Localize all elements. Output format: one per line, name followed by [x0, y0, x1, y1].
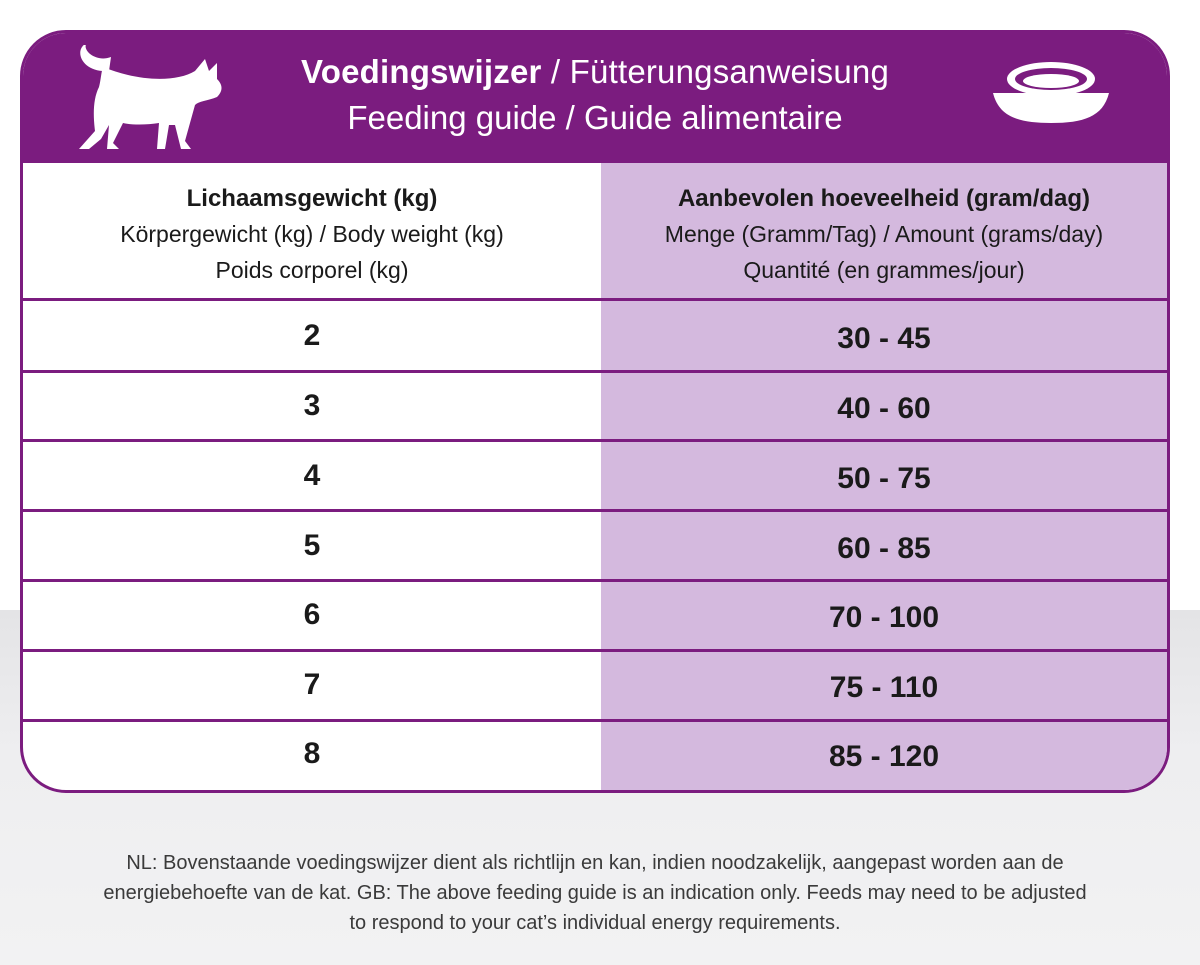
- feeding-guide-card: Voedingswijzer / Fütterungsanweisung Fee…: [20, 30, 1170, 793]
- amount-header-dutch: Aanbevolen hoeveelheid (gram/dag): [677, 185, 1091, 212]
- table-cell-weight: 2: [303, 319, 321, 352]
- table-cell-amount: 30 - 45: [837, 322, 931, 355]
- amount-column-header: Aanbevolen hoeveelheid (gram/dag) Menge …: [601, 182, 1167, 288]
- row-divider: [23, 719, 1167, 722]
- table-cell-amount: 40 - 60: [837, 392, 931, 425]
- row-divider: [23, 298, 1167, 301]
- cat-icon: [79, 45, 222, 149]
- amount-column-background: [601, 163, 1167, 790]
- table-cell-amount: 50 - 75: [837, 462, 931, 495]
- row-divider: [23, 649, 1167, 652]
- title-separator: /: [541, 53, 570, 90]
- footnote-line-1: NL: Bovenstaande voedingswijzer dient al…: [126, 852, 1064, 874]
- header-title-line-2: Feeding guide / Guide alimentaire: [347, 99, 843, 136]
- table-cell-weight: 6: [303, 598, 321, 631]
- footnote: NL: Bovenstaande voedingswijzer dient al…: [40, 848, 1150, 938]
- table-cell-amount: 70 - 100: [828, 601, 940, 634]
- table-cell-weight: 8: [303, 737, 321, 770]
- table-cell-weight: 3: [303, 389, 321, 422]
- table-cell-amount: 60 - 85: [837, 532, 931, 565]
- footnote-line-3: to respond to your cat’s individual ener…: [349, 912, 841, 934]
- table-cell-amount: 75 - 110: [829, 671, 939, 704]
- table-cell-weight: 7: [303, 668, 321, 701]
- title-dutch: Voedingswijzer: [300, 53, 542, 90]
- weight-header-dutch: Lichaamsgewicht (kg): [186, 185, 438, 212]
- row-divider: [23, 579, 1167, 582]
- title-german: Fütterungsanweisung: [569, 53, 890, 90]
- amount-header-fr: Quantité (en grammes/jour): [743, 257, 1025, 283]
- row-divider: [23, 370, 1167, 373]
- bowl-icon: [993, 62, 1109, 123]
- table-cell-weight: 4: [303, 459, 321, 492]
- table-cell-weight: 5: [303, 529, 321, 562]
- row-divider: [23, 439, 1167, 442]
- weight-header-de-en: Körpergewicht (kg) / Body weight (kg): [120, 221, 504, 247]
- card-header: Voedingswijzer / Fütterungsanweisung Fee…: [23, 33, 1167, 163]
- weight-column-header: Lichaamsgewicht (kg) Körpergewicht (kg) …: [23, 182, 601, 288]
- header-title-line-1: Voedingswijzer / Fütterungsanweisung: [23, 53, 1167, 91]
- footnote-line-2: energiebehoefte van de kat. GB: The abov…: [103, 882, 1087, 904]
- row-divider: [23, 509, 1167, 512]
- table-cell-amount: 85 - 120: [828, 740, 940, 773]
- weight-header-fr: Poids corporel (kg): [215, 257, 409, 283]
- amount-header-de-en: Menge (Gramm/Tag) / Amount (grams/day): [664, 221, 1104, 247]
